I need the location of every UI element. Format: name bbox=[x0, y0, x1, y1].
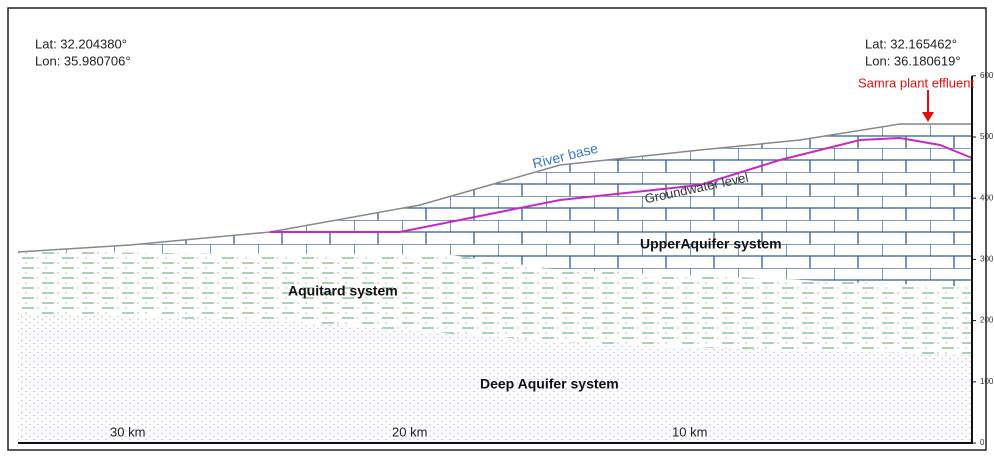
layer-label: Aquitard system bbox=[288, 283, 398, 299]
tick-label: 100 bbox=[980, 377, 994, 386]
lat: Lat: 32.165462° bbox=[865, 36, 957, 51]
lat: Lat: 32.204380° bbox=[35, 36, 127, 51]
layer-label: UpperAquifer system bbox=[640, 236, 782, 252]
distance-label: 30 km bbox=[110, 424, 145, 439]
tick-label: 200 bbox=[980, 316, 994, 325]
tick-label: 300 bbox=[980, 255, 994, 264]
tick-label: 600 bbox=[980, 71, 994, 80]
samra-label: Samra plant effluent bbox=[858, 75, 974, 90]
lon: Lon: 36.180619° bbox=[865, 53, 961, 68]
tick-label: 400 bbox=[980, 193, 994, 202]
tick-label: 500 bbox=[980, 132, 994, 141]
layer-label: Deep Aquifer system bbox=[480, 376, 619, 392]
distance-label: 10 km bbox=[672, 424, 707, 439]
lon: Lon: 35.980706° bbox=[35, 53, 131, 68]
distance-label: 20 km bbox=[392, 424, 427, 439]
tick-label: 0 bbox=[980, 438, 985, 447]
cross-section: Lat: 32.204380° Lon: 35.980706° Lat: 32.… bbox=[0, 0, 994, 457]
